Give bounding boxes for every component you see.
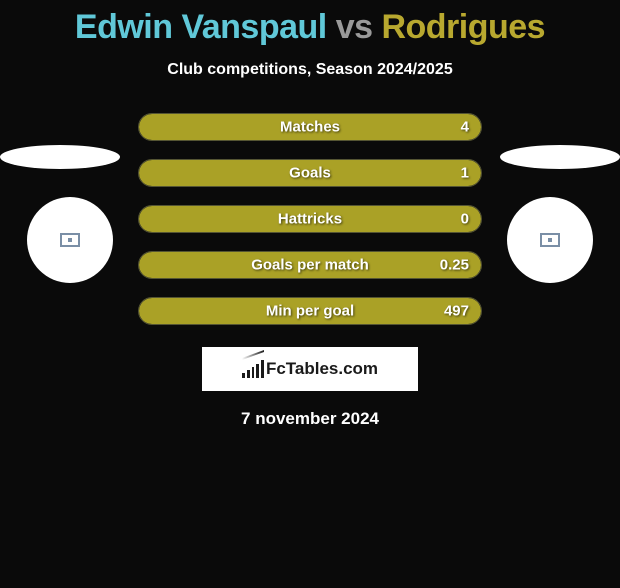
stat-label: Goals per match <box>139 257 481 274</box>
comparison-title: Edwin Vanspaul vs Rodrigues <box>0 8 620 47</box>
stat-value-right: 0 <box>461 211 469 228</box>
stat-value-right: 1 <box>461 165 469 182</box>
logo-text: FcTables.com <box>266 359 378 379</box>
stat-label: Matches <box>139 119 481 136</box>
footer-date: 7 november 2024 <box>0 409 620 429</box>
player2-avatar <box>507 197 593 283</box>
stat-label: Goals <box>139 165 481 182</box>
stat-label: Min per goal <box>139 303 481 320</box>
player1-avatar <box>27 197 113 283</box>
stat-bar: Goals1 <box>138 159 482 187</box>
stat-bars: Matches4Goals1Hattricks0Goals per match0… <box>138 113 482 325</box>
stat-bar: Min per goal497 <box>138 297 482 325</box>
stat-label: Hattricks <box>139 211 481 228</box>
stat-bar: Hattricks0 <box>138 205 482 233</box>
player1-name: Edwin Vanspaul <box>75 8 327 46</box>
stat-value-right: 0.25 <box>440 257 469 274</box>
player1-ellipse <box>0 145 120 169</box>
stat-bar: Matches4 <box>138 113 482 141</box>
logo-chart-icon <box>242 360 264 378</box>
subtitle: Club competitions, Season 2024/2025 <box>0 61 620 79</box>
player2-name: Rodrigues <box>381 8 545 46</box>
placeholder-icon <box>540 233 560 247</box>
stat-value-right: 4 <box>461 119 469 136</box>
stat-bar: Goals per match0.25 <box>138 251 482 279</box>
vs-label: vs <box>336 8 373 46</box>
player2-ellipse <box>500 145 620 169</box>
logo-box: FcTables.com <box>202 347 418 391</box>
stat-value-right: 497 <box>444 303 469 320</box>
content-area: Matches4Goals1Hattricks0Goals per match0… <box>0 113 620 429</box>
placeholder-icon <box>60 233 80 247</box>
